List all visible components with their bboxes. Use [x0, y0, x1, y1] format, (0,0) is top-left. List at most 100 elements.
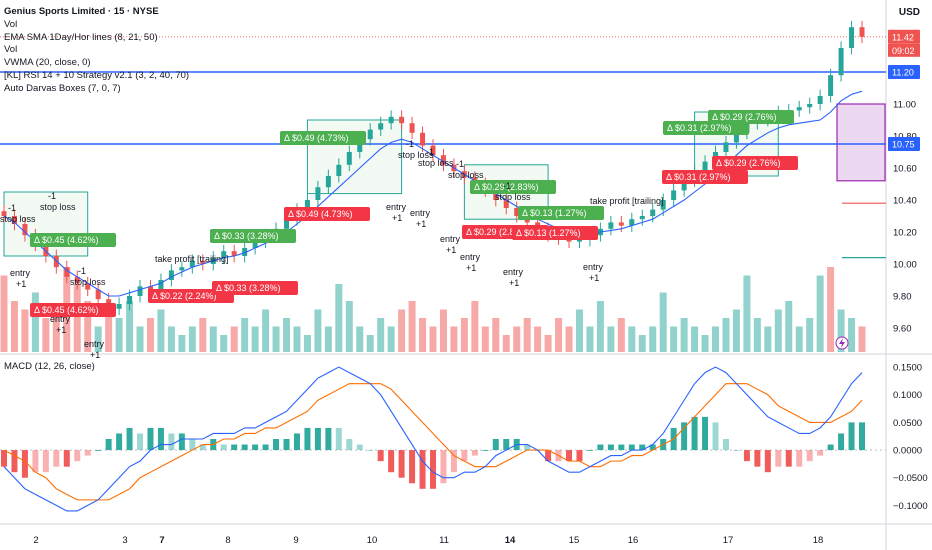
gain-label: Δ $0.31 (2.97%) [667, 123, 732, 133]
entry-plus-one: +1 [446, 245, 456, 255]
macd-histogram-bar [607, 444, 614, 451]
macd-legend[interactable]: MACD (12, 26, close) [4, 361, 95, 372]
macd-histogram-bar [827, 444, 834, 451]
exit-minus-one: -1 [8, 203, 16, 213]
indicator-vwma[interactable]: VWMA (20, close, 0) [4, 57, 91, 69]
macd-histogram-bar [859, 422, 865, 451]
volume-bar [450, 326, 458, 352]
volume-bar [324, 326, 332, 352]
macd-histogram-bar [157, 427, 164, 451]
gain-label: Δ $0.13 (1.27%) [522, 208, 587, 218]
volume-bar [146, 318, 154, 352]
candle-body [43, 244, 49, 256]
candle-body [440, 155, 446, 165]
macd-tick-label: −0.0500 [893, 473, 928, 484]
stop-loss-marker: stop loss [40, 202, 76, 212]
volume-bar [230, 326, 238, 352]
entry-marker: entry [410, 208, 431, 218]
volume-bar [481, 326, 489, 352]
macd-histogram-bar [241, 444, 248, 451]
candle-body [576, 240, 582, 242]
gain-label: Δ $0.45 (4.62%) [34, 235, 99, 245]
macd-histogram-bar [220, 444, 227, 451]
macd-histogram-bar [764, 450, 771, 473]
candle-body [493, 190, 499, 200]
volume-bar [628, 326, 636, 352]
macd-histogram-bar [293, 433, 300, 451]
macd-histogram-bar [430, 450, 436, 489]
macd-histogram-bar [712, 422, 719, 451]
exit-minus-one: -1 [48, 191, 56, 201]
gain-label: Δ $0.29 (2.83%) [474, 182, 539, 192]
volume-bar [73, 284, 81, 352]
macd-histogram-bar [147, 427, 154, 451]
time-tick-label: 3 [122, 535, 127, 546]
chart-legend: Genius Sports Limited · 15 · NYSE Vol EM… [4, 6, 189, 96]
volume-bar [21, 309, 29, 352]
exit-minus-one: -1 [406, 139, 414, 149]
volume-bar [84, 301, 92, 352]
candle-body [733, 132, 739, 143]
volume-bar [167, 326, 175, 352]
entry-marker: entry [386, 202, 407, 212]
gain-label-bg [280, 131, 366, 145]
volume-bar [816, 275, 824, 352]
volume-bar [188, 326, 196, 352]
macd-histogram-bar [817, 450, 824, 456]
macd-histogram-bar [754, 450, 761, 467]
loss-label-bg [30, 303, 116, 317]
indicator-vol-1[interactable]: Vol [4, 18, 18, 30]
macd-histogram-bar [743, 450, 750, 462]
indicator-vol-2[interactable]: Vol [4, 44, 18, 56]
entry-marker: entry [503, 267, 524, 277]
volume-bar [837, 309, 845, 352]
symbol-title[interactable]: Genius Sports Limited · 15 · NYSE [4, 6, 159, 17]
loss-label-bg [712, 156, 798, 170]
candle-body [859, 27, 865, 37]
volume-bar [680, 318, 688, 352]
volume-bar [241, 318, 249, 352]
macd-histogram-bar [21, 450, 28, 478]
volume-bar [691, 326, 699, 352]
macd-tick-label: 0.1500 [893, 363, 922, 374]
indicator-ema-sma[interactable]: EMA SMA 1Day/Hor lines (8, 21, 50) [4, 31, 158, 43]
candle-body [85, 283, 91, 290]
volume-bar [617, 318, 625, 352]
loss-label-bg [662, 170, 748, 184]
time-tick-label: 2 [33, 535, 38, 546]
entry-plus-one: +1 [56, 325, 66, 335]
exit-minus-one: -1 [503, 181, 511, 191]
volume-bar [220, 335, 228, 352]
time-tick-label: 15 [569, 535, 580, 546]
macd-histogram-bar [325, 427, 332, 451]
macd-histogram-bar [53, 450, 60, 467]
macd-histogram-bar [545, 450, 552, 462]
volume-bar [586, 326, 594, 352]
volume-bar [523, 318, 531, 352]
level-high-tag: 11.20 [892, 68, 914, 78]
candle-body [849, 27, 855, 48]
currency-label: USD [898, 7, 920, 18]
indicator-rsi-strategy[interactable]: [KL] RSI 14 + 10 Strategy v2.1 (3, 2, 40… [4, 69, 190, 81]
macd-histogram-bar [95, 450, 102, 451]
candle-body [95, 289, 101, 300]
indicator-darvas[interactable]: Auto Darvas Boxes (7, 0, 7) [4, 82, 121, 94]
macd-histogram-bar [681, 422, 688, 451]
macd-histogram-bar [649, 444, 656, 451]
loss-label: Δ $0.49 (4.73%) [288, 209, 353, 219]
volume-bar [795, 326, 803, 352]
gain-label-bg [708, 110, 794, 124]
loss-label-bg [512, 226, 598, 240]
entry-marker: entry [10, 268, 31, 278]
macd-histogram-bar [84, 450, 91, 456]
volume-bar [293, 326, 301, 352]
time-tick-label: 18 [813, 535, 824, 546]
entry-marker: entry [460, 252, 481, 262]
entry-plus-one: +1 [90, 350, 100, 360]
macd-histogram-bar [273, 439, 280, 451]
time-tick-label: 9 [293, 535, 298, 546]
macd-histogram-bar [722, 439, 729, 451]
candle-body [723, 142, 729, 152]
volume-bar [283, 318, 291, 352]
